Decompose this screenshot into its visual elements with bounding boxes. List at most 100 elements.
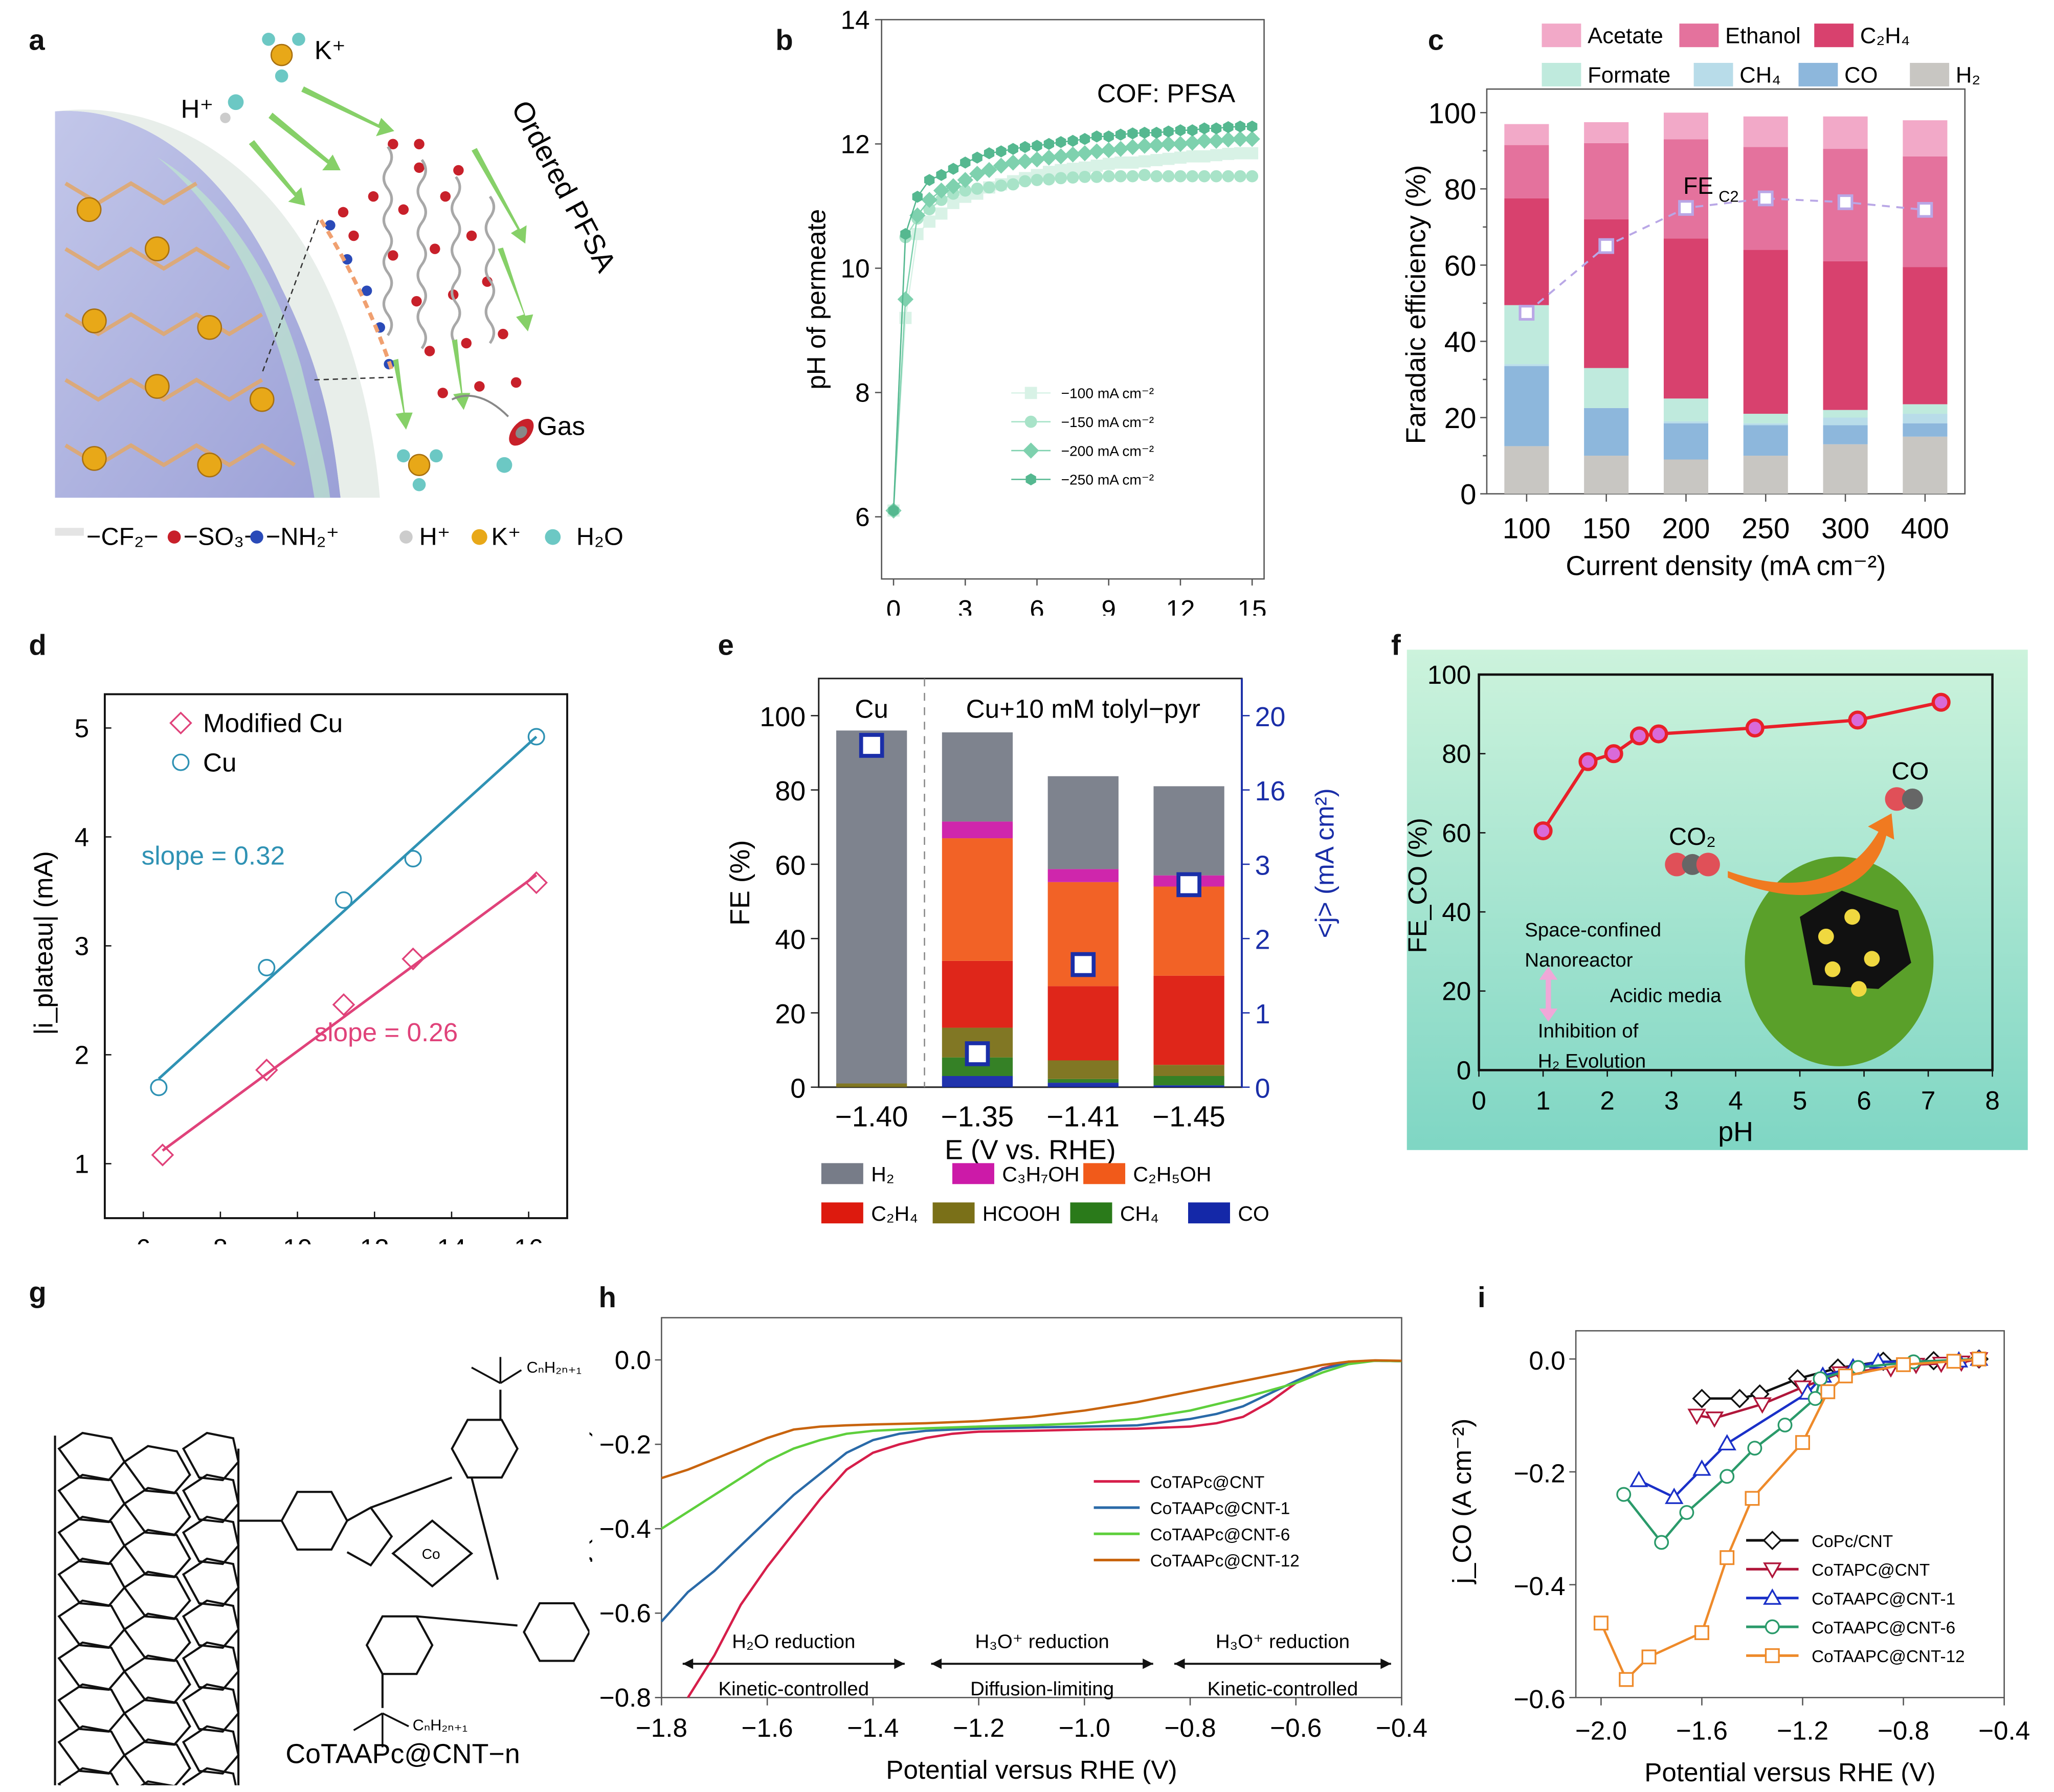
data-point [1687, 1408, 1706, 1425]
data-point [1162, 152, 1175, 165]
data-point [1007, 178, 1019, 191]
bar-segment [1504, 446, 1549, 494]
y-tick-label: 14 [841, 5, 870, 34]
x-tick-label: −1.6 [742, 1713, 793, 1742]
y-tick-label: 12 [841, 129, 870, 159]
y-tick-label: 40 [1444, 326, 1477, 358]
plot-frame [103, 693, 568, 1219]
data-point [1114, 156, 1127, 169]
co2-oxygen [1696, 853, 1720, 877]
legend-label: CoTAAPC@CNT-1 [1812, 1589, 1955, 1608]
y-tick-label: −0.2 [1514, 1459, 1566, 1488]
region-subtitle: Diffusion-limiting [970, 1678, 1114, 1700]
fe-c2-point [1598, 238, 1615, 254]
x-tick-label: 100 [1503, 512, 1551, 545]
x-tick-label: 9 [1101, 595, 1116, 616]
substituent-top: CₙH₂ₙ₊₁ [527, 1358, 582, 1376]
legend-label: Modified Cu [203, 709, 343, 738]
y-tick-label: 6 [855, 502, 870, 531]
legend-swatch [952, 1163, 994, 1184]
right-tick-label: 3 [1255, 850, 1270, 881]
label-co: CO [1891, 757, 1929, 785]
data-point [1604, 744, 1623, 764]
fe-c2-point [1519, 305, 1535, 321]
series-line [892, 174, 1253, 511]
panel-label-h: h [598, 1281, 616, 1314]
pfsa-green-layer [157, 157, 330, 498]
data-point [1067, 135, 1078, 147]
legend-swatch-nh2 [250, 530, 263, 544]
data-point [1616, 1487, 1632, 1502]
data-point [1246, 170, 1259, 183]
legend-swatch [1693, 62, 1733, 87]
legend-marker [1762, 1530, 1782, 1550]
data-point [255, 1058, 278, 1082]
bar-segment [1047, 1060, 1119, 1079]
data-point [1745, 718, 1765, 738]
panel-a-schematic: K⁺ H⁺ Ordered PFSA Gas −CF₂− −SO₃− −NH₂⁺… [55, 33, 623, 550]
data-point [935, 207, 948, 220]
data-point [1199, 122, 1210, 135]
data-point [1102, 170, 1115, 183]
y-tick-label: 0 [790, 1073, 806, 1104]
y-tick-label: 0 [1460, 478, 1476, 510]
data-point [1720, 1469, 1735, 1484]
data-point [1019, 141, 1031, 153]
bar-segment [1663, 113, 1709, 140]
x-axis-label: E (V vs. RHE) [945, 1135, 1116, 1166]
legend-label: Ethanol [1725, 24, 1801, 49]
group-label-tolyl-pyr: Cu+10 mM tolyl−pyr [966, 695, 1200, 724]
group-label-cu: Cu [855, 695, 888, 724]
x-tick-label: 8 [213, 1234, 228, 1244]
region-subtitle: Kinetic-controlled [1208, 1678, 1358, 1700]
data-point [151, 1144, 174, 1167]
x-tick-label: −1.35 [941, 1101, 1014, 1133]
fe-c2-point [1917, 201, 1933, 218]
data-point [948, 163, 959, 175]
data-point [1234, 147, 1246, 160]
y-tick-label: 100 [1427, 660, 1471, 689]
legend-label: HCOOH [983, 1202, 1061, 1225]
legend-swatch-h [399, 530, 413, 544]
data-point [900, 228, 911, 240]
dashed-zoom-lines [261, 219, 393, 381]
legend-k: K⁺ [491, 523, 521, 550]
series-line [661, 1359, 1402, 1480]
data-point [993, 158, 1010, 174]
structure-caption: CoTAAPc@CNT−n [285, 1738, 520, 1769]
water-markers [220, 33, 512, 491]
so3-markers [338, 139, 522, 398]
ordered-pfsa-chains [382, 146, 496, 349]
data-point [1222, 147, 1235, 160]
fe-c2-label: FE [1683, 172, 1713, 199]
label-ordered-pfsa: Ordered PFSA [505, 95, 622, 277]
data-point [1032, 140, 1042, 152]
data-point [899, 311, 912, 324]
bar-segment [1153, 1085, 1224, 1087]
legend-swatch [1542, 62, 1581, 87]
legend-h: H⁺ [419, 523, 451, 550]
x-tick-label: 15 [1238, 595, 1267, 616]
data-point [1150, 154, 1163, 166]
series-line [661, 1359, 1402, 1530]
x-tick-label: 150 [1582, 512, 1631, 545]
bar-segment [1823, 116, 1868, 149]
region-subtitle: Kinetic-controlled [719, 1678, 869, 1700]
legend-label: Cu [203, 748, 236, 777]
data-point [1654, 1535, 1669, 1550]
x-tick-label: 1 [1536, 1086, 1551, 1115]
data-point [1175, 124, 1186, 137]
legend-label: C₃H₇OH [1002, 1162, 1079, 1186]
data-point [1053, 148, 1069, 165]
data-point [969, 166, 986, 182]
annotation-cof-pfsa: COF: PFSA [1097, 79, 1236, 108]
data-point [1008, 143, 1018, 155]
right-tick-label: 0 [1255, 1073, 1270, 1104]
x-tick-label: 200 [1662, 512, 1710, 545]
plot-frame [1575, 1330, 2005, 1698]
y-axis-label: Faradaic efficiency (%) [1401, 165, 1432, 444]
x-tick-label: −1.6 [1676, 1716, 1728, 1745]
data-point [258, 959, 276, 977]
data-point [888, 504, 899, 517]
chart-e: 0 20 40 60 80 100 0 1 2 3 16 20 <j> (mA cm²) FE (%) Cu… [725, 678, 1339, 1225]
